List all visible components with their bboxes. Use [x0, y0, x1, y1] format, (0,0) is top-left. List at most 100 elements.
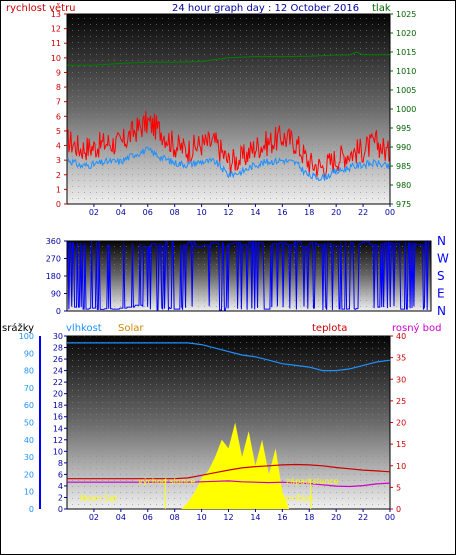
- wind-y-tick-label: 3: [56, 156, 61, 165]
- humidity-label: vlhkost: [66, 323, 102, 334]
- rain-y-tick-label: 60: [24, 401, 34, 410]
- pressure-line: [67, 51, 390, 66]
- wind-panel-x-tick-label: 06: [143, 208, 153, 217]
- climate-panel-x-tick-label: 10: [196, 513, 206, 522]
- wind-speed-label: rychlost větru: [6, 2, 76, 14]
- temperature-y-tick-label: 35: [396, 354, 406, 363]
- wind-panel-x-tick-label: 02: [89, 208, 99, 217]
- temperature-y-tick-label: 0: [396, 505, 401, 514]
- temperature-label: teplota: [312, 323, 347, 334]
- humidity-y-tick-label: 30: [53, 332, 63, 341]
- wind-panel-x-tick-label: 20: [331, 208, 341, 217]
- wind-panel-x-tick-label: 04: [116, 208, 126, 217]
- wind-direction-line: [67, 240, 431, 312]
- wind-y-tick-label: 1: [56, 185, 61, 194]
- temperature-y-tick-label: 5: [396, 483, 401, 492]
- temperature-y-tick-label: 20: [396, 419, 406, 428]
- compass-label: N: [437, 304, 446, 318]
- compass-label: W: [437, 252, 449, 266]
- moon-rise-label: Moon Rise: [272, 494, 313, 503]
- climate-panel-x-tick-label: 14: [250, 513, 260, 522]
- direction-y-tick-label: 0: [56, 307, 61, 316]
- direction-y-tick-label: 180: [46, 272, 61, 281]
- pressure-label: tlak: [372, 3, 391, 14]
- wind-panel-x-tick-label: 00: [385, 208, 395, 217]
- pressure-y-tick-label: 1020: [396, 29, 416, 38]
- rain-y-tick-label: 20: [24, 470, 34, 479]
- climate-panel-x-tick-label: 00: [385, 513, 395, 522]
- wind-average-line: [66, 146, 390, 182]
- wind-panel-x-tick-label: 10: [196, 208, 206, 217]
- humidity-y-tick-label: 22: [53, 378, 63, 387]
- humidity-y-tick-label: 20: [53, 390, 63, 399]
- rain-label: srážky: [2, 322, 34, 334]
- pressure-y-tick-label: 985: [396, 162, 411, 171]
- temperature-line: [67, 463, 391, 480]
- wind-gust-line: [66, 110, 390, 181]
- pressure-y-tick-label: 1005: [396, 86, 416, 95]
- temperature-y-tick-label: 25: [396, 397, 406, 406]
- climate-panel-x-tick-label: 08: [170, 513, 180, 522]
- humidity-y-tick-label: 8: [58, 459, 63, 468]
- temperature-y-tick-label: 40: [396, 332, 406, 341]
- wind-y-tick-label: 2: [56, 171, 61, 180]
- direction-y-tick-label: 90: [51, 290, 61, 299]
- chart-title: 24 hour graph day : 12 October 2016: [172, 3, 359, 14]
- solar-label: Solar: [118, 323, 144, 334]
- pressure-y-tick-label: 1025: [396, 10, 416, 19]
- wind-panel-x-tick-label: 08: [170, 208, 180, 217]
- wind-y-tick-label: 0: [56, 200, 61, 209]
- humidity-y-tick-label: 16: [53, 413, 63, 422]
- humidity-y-tick-label: 18: [53, 401, 63, 410]
- wind-y-tick-label: 6: [56, 112, 61, 121]
- pressure-y-tick-label: 995: [396, 124, 411, 133]
- direction-panel-grid: [67, 241, 431, 311]
- humidity-y-tick-label: 24: [53, 367, 63, 376]
- wind-y-tick-label: 12: [51, 25, 61, 34]
- climate-panel-x-tick-label: 02: [89, 513, 99, 522]
- pressure-y-tick-label: 1000: [396, 105, 416, 114]
- rain-y-tick-label: 30: [24, 453, 34, 462]
- climate-panel-x-tick-label: 18: [304, 513, 314, 522]
- rain-y-tick-label: 0: [29, 505, 34, 514]
- wind-y-tick-label: 9: [56, 68, 61, 77]
- compass-label: E: [437, 287, 445, 301]
- humidity-y-tick-label: 14: [53, 424, 63, 433]
- rain-y-tick-label: 90: [24, 349, 34, 358]
- rain-y-tick-label: 50: [24, 419, 34, 428]
- temperature-y-tick-label: 30: [396, 375, 406, 384]
- wind-panel-x-tick-label: 16: [277, 208, 287, 217]
- humidity-y-tick-label: 28: [53, 344, 63, 353]
- humidity-y-tick-label: 4: [58, 482, 63, 491]
- rain-y-tick-label: 40: [24, 436, 34, 445]
- direction-y-tick-label: 360: [46, 237, 61, 246]
- climate-panel-x-tick-label: 06: [143, 513, 153, 522]
- humidity-y-tick-label: 0: [58, 505, 63, 514]
- rain-y-tick-label: 70: [24, 384, 34, 393]
- climate-panel-x-tick-label: 04: [116, 513, 126, 522]
- rain-y-tick-label: 100: [19, 332, 34, 341]
- rain-y-tick-label: 80: [24, 367, 34, 376]
- pressure-y-tick-label: 975: [396, 200, 411, 209]
- direction-y-tick-label: 270: [46, 255, 61, 264]
- wind-panel-x-tick-label: 12: [223, 208, 233, 217]
- solar-area: [181, 422, 290, 509]
- compass-label: N: [437, 234, 446, 248]
- climate-panel-x-tick-label: 16: [277, 513, 287, 522]
- wind-y-tick-label: 13: [51, 10, 61, 19]
- humidity-y-tick-label: 12: [53, 436, 63, 445]
- humidity-line: [67, 342, 391, 372]
- pressure-y-tick-label: 990: [396, 143, 411, 152]
- wind-panel-x-tick-label: 22: [358, 208, 368, 217]
- wind-panel-grid: [67, 14, 390, 204]
- sunrise-label: východ slunce: [138, 477, 195, 486]
- wind-y-tick-label: 5: [56, 127, 61, 136]
- wind-panel-x-tick-label: 14: [250, 208, 260, 217]
- dew-point-line: [67, 480, 391, 488]
- pressure-y-tick-label: 980: [396, 181, 411, 190]
- temperature-y-tick-label: 10: [396, 462, 406, 471]
- humidity-y-tick-label: 26: [53, 355, 63, 364]
- humidity-y-tick-label: 6: [58, 470, 63, 479]
- temperature-y-tick-label: 15: [396, 440, 406, 449]
- wind-y-tick-label: 7: [56, 98, 61, 107]
